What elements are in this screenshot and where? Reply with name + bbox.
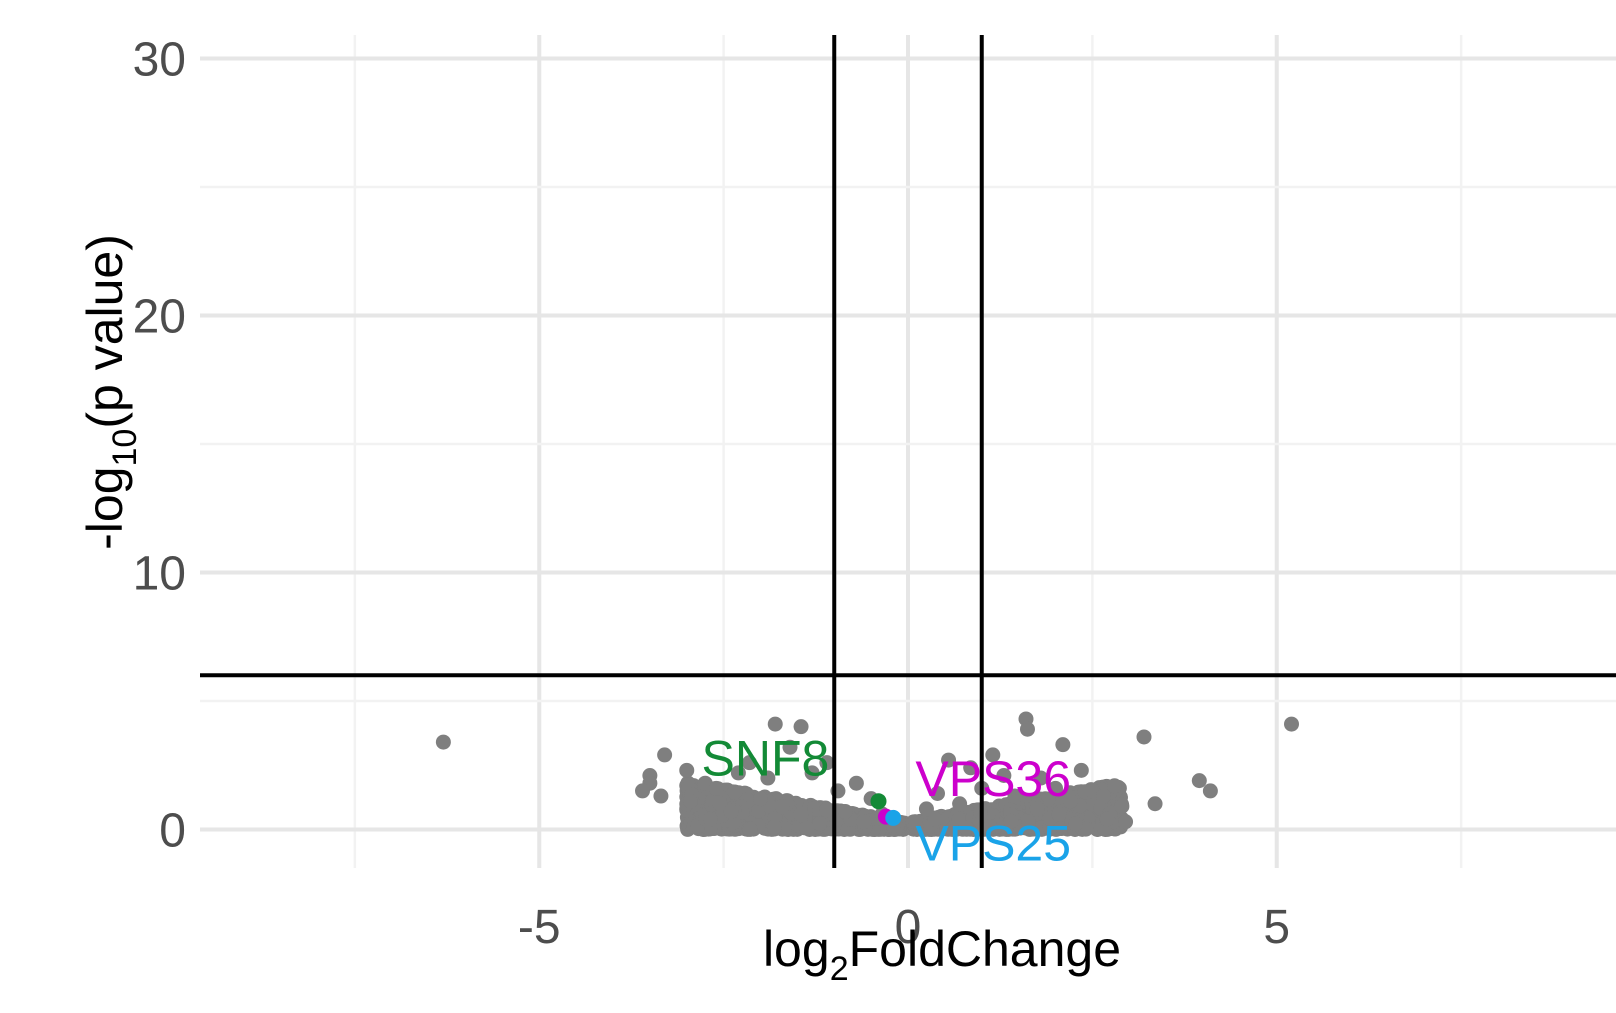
gene-label-vps25: VPS25 xyxy=(915,815,1071,871)
data-point-cloud-right xyxy=(927,811,943,827)
data-point-cloud-right xyxy=(1029,801,1045,817)
data-point xyxy=(1062,793,1078,809)
data-point-cloud-right xyxy=(959,820,975,836)
y-tick-label: 0 xyxy=(159,804,186,857)
data-point-cloud-right xyxy=(982,819,998,835)
data-point xyxy=(930,785,945,801)
data-point xyxy=(767,716,783,732)
data-point xyxy=(952,796,968,812)
data-point xyxy=(963,760,979,776)
data-point-cloud-left xyxy=(727,784,743,800)
data-point-cloud-left xyxy=(702,811,718,827)
gene-label-snf8: SNF8 xyxy=(702,730,830,786)
tick-labels: -5 0 5 0 10 20 30 xyxy=(133,34,1290,954)
data-point-cloud-left xyxy=(766,819,782,835)
x-tick-label: 5 xyxy=(1263,901,1290,954)
data-point-cloud-left xyxy=(774,799,790,815)
data-point-cloud-left xyxy=(819,802,835,818)
grid-layer xyxy=(200,35,1616,868)
points-layer xyxy=(435,711,1299,834)
data-point xyxy=(856,814,872,830)
data-point xyxy=(941,752,957,768)
data-point xyxy=(837,803,853,819)
x-axis-title: log2FoldChange xyxy=(763,921,1121,988)
highlighted-points xyxy=(870,793,902,826)
data-point xyxy=(435,734,451,750)
data-point xyxy=(1073,762,1089,778)
data-point xyxy=(1019,721,1035,737)
data-point xyxy=(1095,788,1111,804)
data-point xyxy=(1033,770,1049,786)
data-point xyxy=(1136,729,1152,745)
data-point-cloud-left xyxy=(793,807,809,823)
data-point xyxy=(760,770,776,786)
data-point-cloud-right xyxy=(1003,813,1019,829)
y-axis-title: -log10(p value) xyxy=(77,234,144,550)
data-point xyxy=(1284,716,1299,732)
data-point xyxy=(653,788,669,804)
x-tick-label: -5 xyxy=(518,901,561,954)
data-point xyxy=(657,747,673,763)
data-point xyxy=(1114,798,1130,814)
data-point xyxy=(1147,796,1163,812)
data-point xyxy=(1055,737,1071,753)
data-point xyxy=(918,801,934,817)
threshold-lines xyxy=(200,35,1616,868)
y-tick-label: 30 xyxy=(133,34,186,87)
data-point-cloud-left xyxy=(812,816,828,832)
data-point xyxy=(1099,811,1115,827)
point-cloud-layer xyxy=(679,775,1130,837)
data-point-cloud-right xyxy=(944,821,960,837)
data-point-cloud-right xyxy=(1020,814,1036,830)
highlight-point-snf8 xyxy=(870,793,887,810)
data-point xyxy=(819,755,835,771)
data-point xyxy=(1191,773,1207,789)
data-point-cloud-left xyxy=(799,820,815,836)
data-point xyxy=(753,791,768,807)
data-point xyxy=(712,796,728,812)
gene-labels: SNF8 VPS36 VPS25 xyxy=(702,730,1072,871)
data-point-cloud-right xyxy=(1068,816,1084,832)
data-point xyxy=(804,765,820,781)
data-point xyxy=(679,762,695,778)
data-point-cloud-right xyxy=(1051,806,1067,822)
y-tick-label: 20 xyxy=(133,291,186,344)
data-point xyxy=(985,747,1001,763)
data-point xyxy=(723,803,739,819)
x-tick-label: 0 xyxy=(895,901,922,954)
y-tick-label: 10 xyxy=(133,547,186,600)
highlight-point-vps25 xyxy=(885,809,902,826)
data-point xyxy=(848,775,864,791)
data-point xyxy=(782,739,798,755)
data-point-cloud-left xyxy=(742,821,758,837)
data-point xyxy=(1048,780,1063,796)
data-point xyxy=(1107,778,1122,794)
data-point xyxy=(635,783,650,799)
data-point xyxy=(741,755,757,771)
data-point xyxy=(996,767,1012,783)
data-point xyxy=(1202,783,1218,799)
data-point-cloud-right xyxy=(1041,791,1057,807)
data-point xyxy=(907,814,923,830)
data-point xyxy=(1007,788,1023,804)
data-point xyxy=(793,719,809,735)
data-point xyxy=(708,780,724,796)
gene-label-vps36: VPS36 xyxy=(915,751,1071,807)
data-point xyxy=(682,793,698,809)
data-point xyxy=(1118,814,1134,830)
data-point xyxy=(730,765,746,781)
